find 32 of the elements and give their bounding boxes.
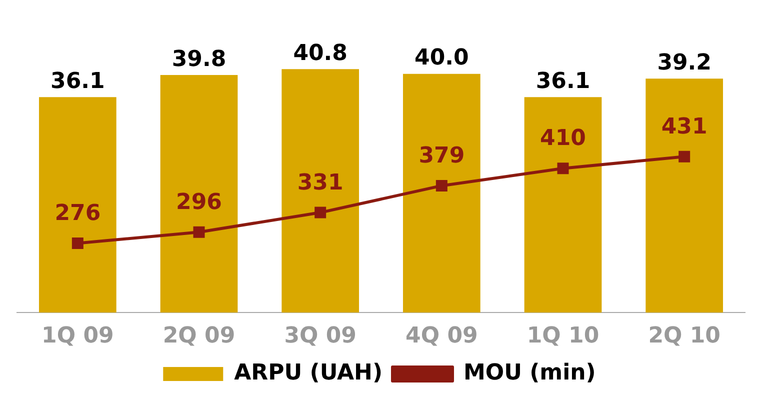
data-label: 410 — [540, 126, 586, 152]
bar — [646, 78, 724, 313]
bar — [160, 75, 238, 313]
legend-label: ARPU (UAH) — [234, 360, 383, 386]
x-tick-label: 3Q 09 — [284, 324, 356, 349]
data-label: 40.0 — [414, 46, 469, 71]
x-tick-label: 1Q 09 — [42, 324, 114, 349]
bar — [38, 97, 116, 313]
data-label: 39.2 — [657, 50, 712, 76]
bar — [282, 69, 360, 313]
data-label: 379 — [418, 143, 465, 168]
x-tick-label: 1Q 10 — [526, 324, 600, 349]
point — [314, 206, 326, 218]
data-label: 36.1 — [536, 68, 590, 94]
data-label: 331 — [297, 170, 344, 196]
point — [678, 150, 690, 162]
data-label: 276 — [54, 201, 101, 226]
data-label: 40.8 — [293, 40, 348, 66]
data-label: 431 — [661, 114, 708, 140]
legend-label: MOU (min) — [464, 360, 596, 386]
point — [193, 226, 205, 238]
point — [72, 238, 84, 250]
data-label: 36.1 — [50, 68, 105, 94]
bar — [402, 74, 480, 313]
point — [557, 162, 569, 174]
bar — [524, 97, 602, 313]
point — [436, 180, 448, 192]
x-tick-label: 2Q 10 — [648, 324, 720, 349]
x-tick-label: 4Q 09 — [406, 324, 478, 349]
data-label: 39.8 — [172, 46, 226, 72]
data-label: 296 — [176, 190, 222, 215]
x-tick-label: 2Q 09 — [162, 324, 236, 349]
